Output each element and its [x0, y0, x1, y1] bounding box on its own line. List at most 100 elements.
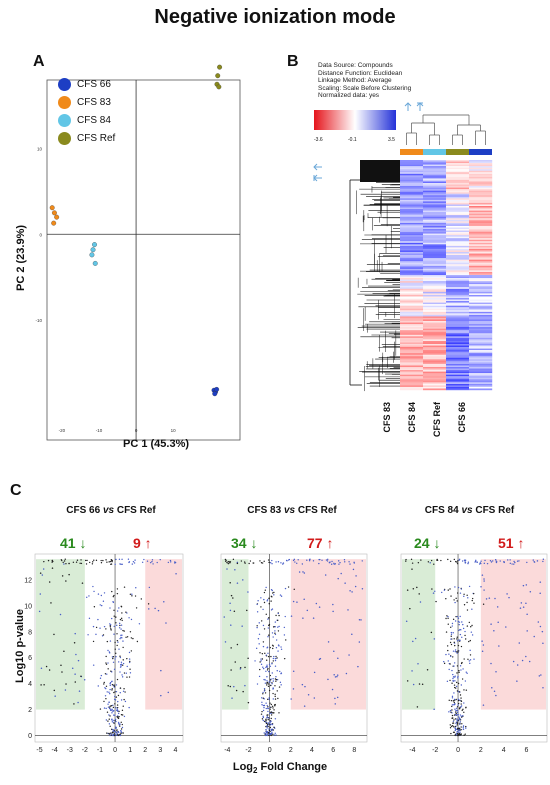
heatmap-cell: [423, 373, 447, 375]
volcano-point: [264, 692, 267, 694]
volcano-point: [454, 734, 456, 737]
volcano-point: [274, 657, 277, 660]
volcano-point: [271, 705, 274, 708]
volcano-point: [450, 699, 453, 702]
volcano-point: [459, 633, 462, 636]
heatmap-cell: [423, 325, 447, 328]
heatmap-cell: [469, 294, 493, 297]
volcano-point: [274, 626, 276, 628]
volcano-point: [447, 617, 449, 619]
volcano-point: [443, 662, 446, 665]
volcano-point: [74, 673, 76, 675]
volcano-point: [290, 615, 293, 617]
volcano-point: [449, 679, 451, 682]
volcano-point: [130, 618, 133, 621]
volcano-point: [536, 560, 539, 562]
volcano-point: [455, 560, 457, 563]
volcano-point: [456, 714, 459, 716]
volcano-point: [284, 587, 287, 590]
volcano-x-tick-label: 4: [173, 747, 177, 754]
volcano-point: [462, 668, 464, 670]
volcano-point: [461, 560, 464, 562]
volcano-point: [465, 706, 467, 708]
volcano-point: [405, 560, 407, 562]
volcano-point: [466, 609, 469, 611]
heatmap-cell: [423, 247, 447, 250]
heatmap-cell: [446, 339, 470, 342]
heatmap-cell: [469, 285, 493, 288]
volcano-point: [458, 691, 461, 693]
heatmap-cell: [469, 368, 493, 371]
heatmap-cell: [400, 333, 424, 335]
volcano-point: [417, 561, 420, 564]
volcano-point: [446, 645, 449, 647]
volcano-point: [480, 560, 482, 562]
heatmap-cell: [446, 334, 470, 337]
heatmap-cell: [400, 229, 424, 231]
heatmap-cell: [400, 299, 424, 302]
volcano-point: [462, 715, 464, 717]
heatmap-cell: [400, 285, 424, 288]
heatmap-cell: [446, 196, 470, 199]
volcano-point: [505, 626, 507, 628]
volcano-point: [110, 705, 113, 707]
volcano-point: [76, 559, 79, 561]
volcano-point: [266, 680, 268, 682]
volcano-point: [114, 714, 116, 717]
heatmap-cell: [400, 245, 424, 248]
heatmap-cell: [423, 294, 447, 297]
volcano-point: [100, 561, 103, 564]
scale-label-max: 3.5: [388, 137, 395, 143]
volcano-panel: -4 -2 0 2 4 6 8: [220, 553, 368, 754]
volcano-point: [269, 702, 271, 704]
volcano-point: [452, 676, 455, 678]
heatmap-cell: [400, 354, 424, 357]
volcano-point: [111, 689, 113, 691]
heatmap-cell: [423, 322, 447, 325]
volcano-point: [513, 563, 515, 565]
heatmap-cell: [400, 189, 424, 191]
heatmap-cell: [423, 290, 447, 293]
volcano-point: [260, 562, 263, 564]
volcano-point: [103, 681, 105, 684]
volcano-point: [274, 621, 277, 623]
heatmap-cell: [469, 333, 493, 335]
volcano-point: [348, 654, 350, 656]
heatmap-cell: [423, 262, 447, 265]
volcano-point: [274, 732, 276, 734]
heatmap-cell: [446, 322, 470, 325]
volcano-point: [129, 593, 132, 595]
volcano-point: [109, 705, 112, 707]
volcano-point: [106, 640, 109, 643]
volcano-point: [116, 592, 119, 595]
volcano-point: [130, 650, 133, 652]
volcano-point: [121, 674, 123, 676]
heatmap-cell: [469, 245, 493, 248]
volcano-point: [92, 664, 95, 666]
heatmap-cell: [446, 278, 470, 280]
heatmap-cell: [469, 170, 493, 173]
heatmap-cell: [446, 327, 470, 329]
volcano-point: [236, 582, 239, 584]
volcano-point: [117, 709, 119, 712]
volcano-point: [262, 704, 265, 707]
heatmap-cell: [423, 353, 447, 355]
heatmap-cell: [469, 324, 493, 326]
heatmap-cell: [423, 167, 447, 170]
heatmap-cell: [423, 160, 447, 162]
volcano-point: [274, 695, 276, 698]
heatmap-cell: [469, 204, 493, 207]
volcano-point: [406, 589, 409, 591]
volcano-point: [269, 665, 272, 667]
heatmap-cell: [446, 222, 470, 225]
volcano-point: [468, 640, 470, 643]
volcano-point: [263, 628, 266, 630]
heatmap-cell: [423, 348, 447, 351]
volcano-point: [125, 672, 128, 674]
volcano-y-tick-label: 4: [28, 681, 32, 688]
volcano-point: [451, 705, 453, 708]
volcano-point: [105, 698, 107, 700]
heatmap-cell: [423, 183, 447, 185]
heatmap-meta-line: Linkage Method: Average: [318, 77, 392, 85]
heatmap-cell: [469, 230, 493, 233]
